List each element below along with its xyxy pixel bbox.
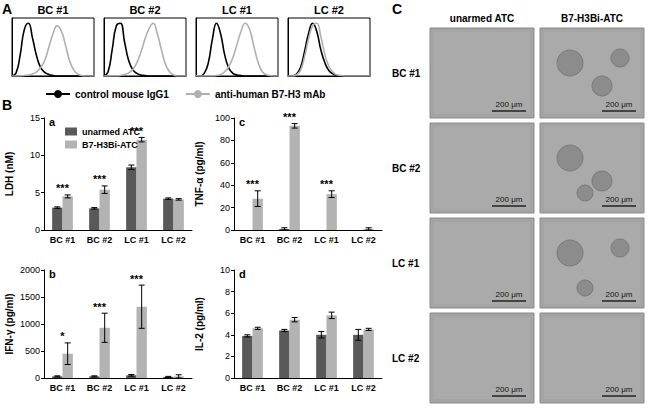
svg-text:BC #1: BC #1 (50, 235, 76, 245)
svg-text:unarmed ATC: unarmed ATC (450, 13, 514, 24)
svg-text:LC #2: LC #2 (161, 235, 186, 245)
svg-text:***: *** (283, 111, 297, 123)
svg-text:d: d (239, 268, 246, 280)
svg-text:BC #2: BC #2 (129, 4, 160, 16)
svg-text:6: 6 (225, 308, 230, 318)
svg-text:***: *** (130, 273, 144, 285)
svg-text:LC #1: LC #1 (314, 383, 339, 393)
svg-text:LC #2: LC #2 (351, 235, 376, 245)
svg-text:a: a (49, 116, 56, 128)
svg-text:TNF-α (pg/ml): TNF-α (pg/ml) (194, 141, 205, 206)
svg-text:10: 10 (30, 150, 40, 160)
svg-text:LDH (nM): LDH (nM) (4, 152, 15, 196)
svg-text:4: 4 (225, 330, 230, 340)
svg-text:***: *** (56, 182, 70, 194)
svg-text:80: 80 (220, 135, 230, 145)
svg-text:BC #1: BC #1 (240, 235, 266, 245)
svg-text:***: *** (93, 173, 107, 185)
svg-text:LC #1: LC #1 (124, 383, 149, 393)
svg-text:500: 500 (25, 346, 40, 356)
svg-text:anti-human B7-H3 mAb: anti-human B7-H3 mAb (215, 89, 326, 100)
svg-text:1000: 1000 (20, 319, 40, 329)
svg-text:200 μm: 200 μm (496, 195, 523, 204)
svg-text:***: *** (130, 125, 144, 137)
svg-text:15: 15 (30, 113, 40, 123)
svg-text:BC #2: BC #2 (87, 383, 113, 393)
svg-text:1500: 1500 (20, 292, 40, 302)
svg-text:c: c (239, 116, 245, 128)
svg-text:LC #1: LC #1 (314, 235, 339, 245)
svg-text:10: 10 (220, 265, 230, 275)
svg-text:B7-H3Bi-ATC: B7-H3Bi-ATC (561, 13, 623, 24)
svg-text:b: b (49, 268, 56, 280)
svg-text:BC #2: BC #2 (277, 235, 303, 245)
svg-text:5: 5 (35, 188, 40, 198)
svg-text:40: 40 (220, 180, 230, 190)
svg-text:0: 0 (35, 373, 40, 383)
svg-text:BC #1: BC #1 (37, 4, 68, 16)
svg-text:***: *** (320, 178, 334, 190)
svg-text:0: 0 (225, 373, 230, 383)
svg-text:B: B (2, 97, 12, 113)
svg-text:200 μm: 200 μm (606, 385, 633, 394)
svg-text:LC #1: LC #1 (392, 258, 420, 269)
svg-text:200 μm: 200 μm (606, 195, 633, 204)
svg-text:LC #2: LC #2 (351, 383, 376, 393)
svg-text:control mouse IgG1: control mouse IgG1 (75, 89, 169, 100)
svg-text:200 μm: 200 μm (606, 100, 633, 109)
svg-text:IFN-γ (pg/ml): IFN-γ (pg/ml) (4, 293, 15, 354)
svg-text:LC #2: LC #2 (161, 383, 186, 393)
svg-text:*: * (60, 330, 65, 342)
svg-text:BC #1: BC #1 (50, 383, 76, 393)
svg-text:0: 0 (225, 225, 230, 235)
svg-text:BC #2: BC #2 (392, 163, 421, 174)
svg-text:60: 60 (220, 158, 230, 168)
svg-text:8: 8 (225, 287, 230, 297)
svg-text:BC #2: BC #2 (87, 235, 113, 245)
svg-text:2: 2 (225, 351, 230, 361)
svg-text:***: *** (246, 178, 260, 190)
svg-text:100: 100 (215, 113, 230, 123)
svg-text:LC #2: LC #2 (314, 4, 344, 16)
svg-text:A: A (2, 1, 12, 17)
svg-text:unarmed ATC: unarmed ATC (82, 126, 140, 137)
svg-text:C: C (392, 1, 402, 17)
svg-text:20: 20 (220, 203, 230, 213)
svg-text:BC #1: BC #1 (392, 68, 421, 79)
svg-text:LC #1: LC #1 (124, 235, 149, 245)
svg-text:200 μm: 200 μm (496, 100, 523, 109)
svg-text:0: 0 (35, 225, 40, 235)
svg-text:200 μm: 200 μm (496, 385, 523, 394)
svg-text:2000: 2000 (20, 265, 40, 275)
svg-text:LC #2: LC #2 (392, 353, 420, 364)
svg-text:IL-2 (pg/ml): IL-2 (pg/ml) (194, 297, 205, 351)
svg-text:B7-H3Bi-ATC: B7-H3Bi-ATC (82, 140, 138, 150)
svg-text:LC #1: LC #1 (222, 4, 252, 16)
svg-text:200 μm: 200 μm (496, 290, 523, 299)
svg-text:BC #1: BC #1 (240, 383, 266, 393)
svg-text:***: *** (93, 301, 107, 313)
svg-text:BC #2: BC #2 (277, 383, 303, 393)
svg-text:200 μm: 200 μm (606, 290, 633, 299)
